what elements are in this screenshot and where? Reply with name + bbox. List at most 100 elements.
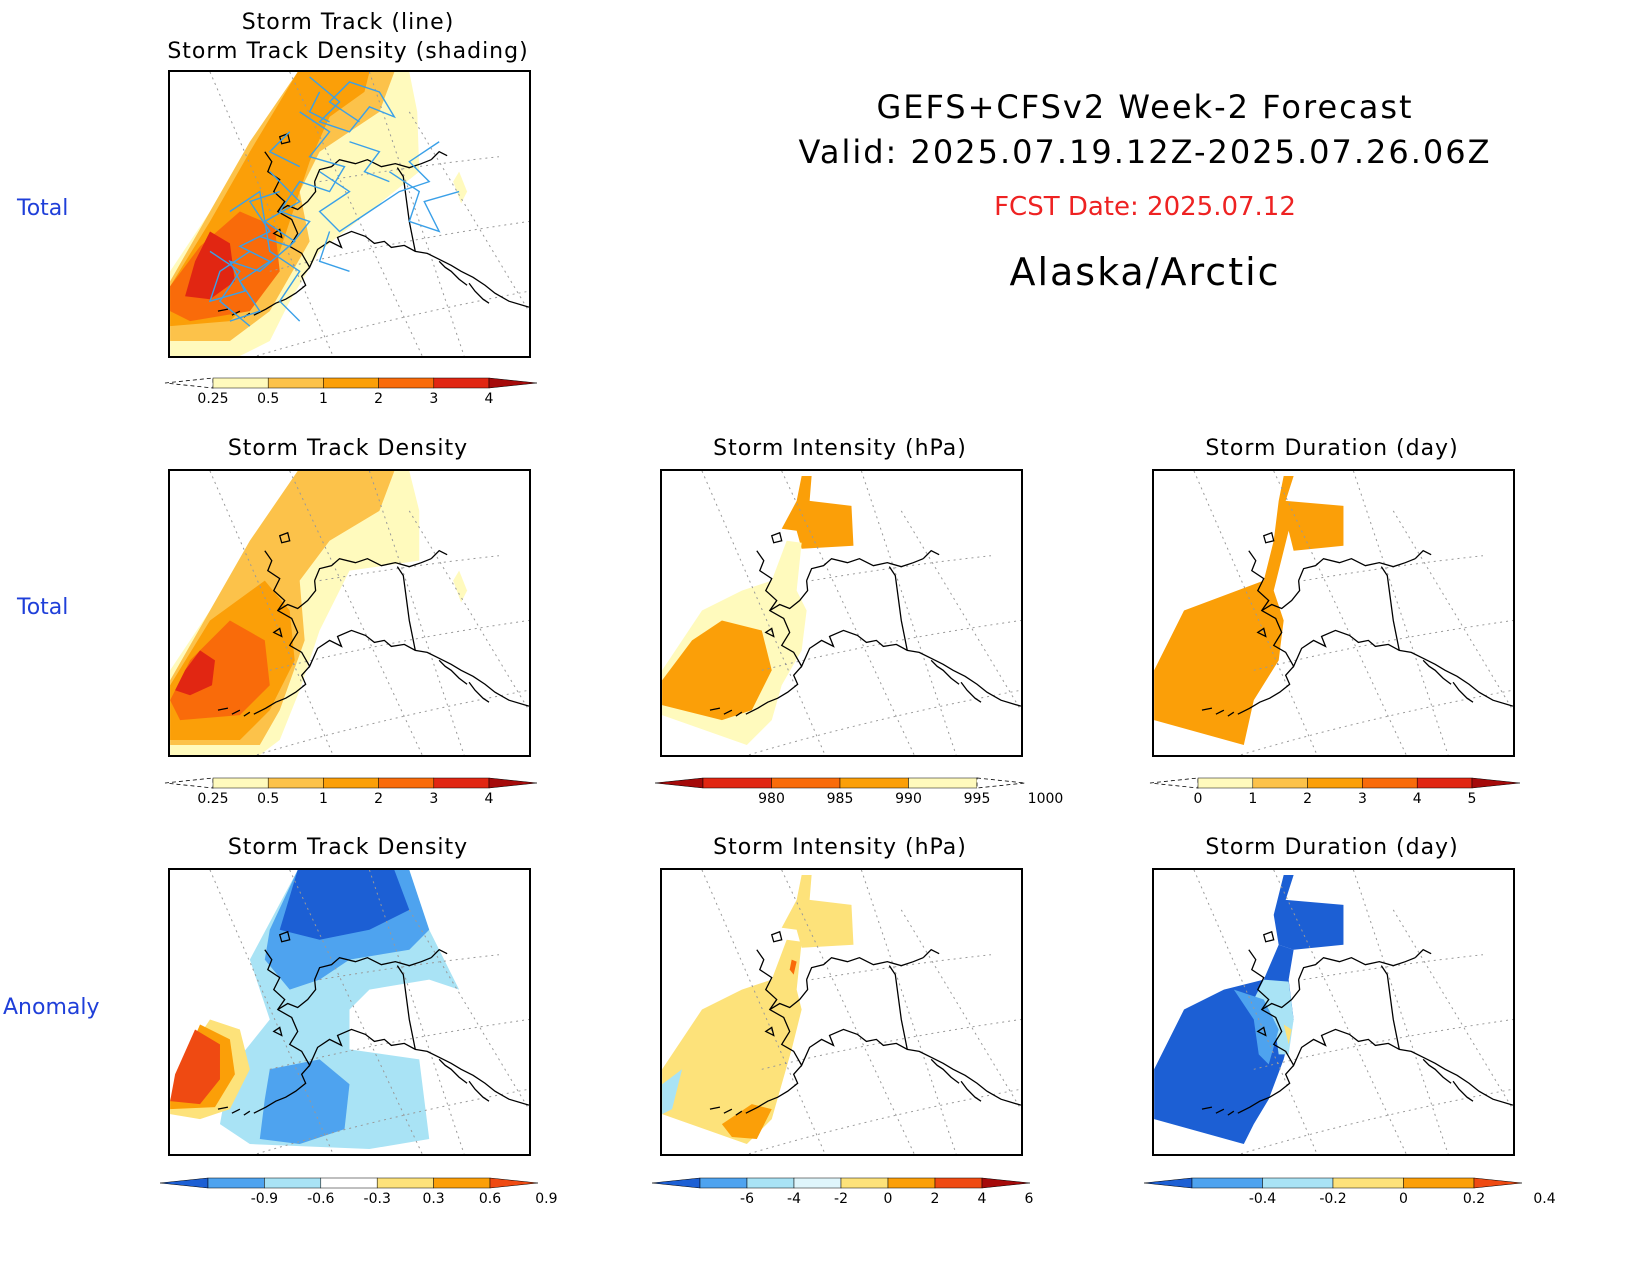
colorbar-low-triangle (164, 377, 214, 389)
map-panel-duration-total (1152, 469, 1515, 757)
colorbar-tick-label: 980 (758, 791, 785, 807)
colorbar-segment (323, 377, 379, 389)
colorbar-tick-label: 0.5 (257, 391, 279, 407)
colorbar-segment (1307, 777, 1363, 789)
colorbar-duration-anom: -0.4 -0.2 0 0.2 0.4 (1143, 1176, 1556, 1216)
density-total-title: Storm Track Density (227, 436, 469, 461)
colorbar-tick-label: -0.6 (307, 1191, 334, 1207)
colorbar-segment (264, 1177, 322, 1189)
top-panel-title-line1: Storm Track (line) (241, 10, 455, 35)
colorbar-segment (267, 777, 324, 789)
colorbar-tick-label: 6 (1025, 1191, 1034, 1207)
colorbar-segment (699, 1177, 748, 1189)
colorbar-segment (1332, 1177, 1404, 1189)
colorbar-svg: 0 1 2 3 4 5 (1149, 777, 1521, 807)
colorbar-segment (840, 1177, 889, 1189)
colorbar-low-triangle (1149, 777, 1199, 789)
colorbar-tick-label: 0 (884, 1191, 893, 1207)
colorbar-low-triangle (164, 777, 214, 789)
duration-anom-title: Storm Duration (day) (1205, 835, 1459, 860)
colorbar-tick-label: 3 (429, 391, 438, 407)
colorbar-tick-label: 0.4 (1533, 1191, 1555, 1207)
colorbar-tick-label: 1 (319, 791, 328, 807)
region-name: Alaska/Arctic (1009, 250, 1281, 294)
colorbar-tick-label: 990 (895, 791, 922, 807)
colorbar-tick-label: 0.3 (422, 1191, 444, 1207)
colorbar-segment (376, 1177, 434, 1189)
colorbar-high-triangle (488, 377, 538, 389)
colorbar-tick-label: 0.5 (257, 791, 279, 807)
colorbar-tick-label: 0.2 (1463, 1191, 1485, 1207)
colorbar-density-total: 0.25 0.5 1 2 3 4 (164, 776, 538, 816)
colorbar-tick-label: -4 (787, 1191, 801, 1207)
colorbar-segment (908, 777, 978, 789)
colorbar-segment (702, 777, 772, 789)
colorbar-segment (1197, 777, 1254, 789)
row-label-anomaly: Anomaly (3, 995, 100, 1020)
colorbar-segment (378, 377, 435, 389)
colorbar-segment (1416, 777, 1473, 789)
colorbar-segment (212, 777, 269, 789)
colorbar-segment (433, 377, 490, 389)
colorbar-tick-label: 1 (1248, 791, 1257, 807)
colorbar-segment (1252, 777, 1308, 789)
map-panel-intensity-anom (660, 868, 1023, 1156)
colorbar-tick-label: 3 (1358, 791, 1367, 807)
colorbar-segment (207, 1177, 265, 1189)
colorbar-tick-label: 2 (1303, 791, 1312, 807)
colorbar-high-triangle (488, 777, 538, 789)
colorbar-segment (793, 1177, 842, 1189)
colorbar-tick-label: 5 (1468, 791, 1477, 807)
colorbar-segment (839, 777, 909, 789)
colorbar-segment (323, 777, 379, 789)
colorbar-segment (746, 1177, 795, 1189)
colorbar-tick-label: 0 (1399, 1191, 1408, 1207)
top-panel-title-line2: Storm Track Density (shading) (167, 39, 529, 64)
colorbar-segment (1403, 1177, 1475, 1189)
colorbar-segment (267, 377, 324, 389)
colorbar-tick-label: -0.9 (251, 1191, 278, 1207)
colorbar-tick-label: -2 (834, 1191, 848, 1207)
colorbar-tick-label: 0.6 (479, 1191, 501, 1207)
colorbar-low-triangle (651, 1177, 701, 1189)
colorbar-high-triangle (981, 1177, 1031, 1189)
colorbar-segment (212, 377, 269, 389)
colorbar-tick-label: 4 (485, 391, 494, 407)
colorbar-tick-label: 4 (978, 1191, 987, 1207)
map-panel-storm-track (168, 70, 531, 358)
colorbar-svg: -6 -4 -2 0 2 4 6 (651, 1177, 1034, 1207)
colorbar-tick-label: 0.25 (197, 791, 228, 807)
colorbar-low-triangle (159, 1177, 209, 1189)
colorbar-high-triangle (489, 1177, 539, 1189)
map-panel-duration-anom (1152, 868, 1515, 1156)
row-label-total-2: Total (17, 595, 69, 620)
colorbar-segment (1362, 777, 1418, 789)
forecast-title: GEFS+CFSv2 Week-2 Forecast (876, 88, 1414, 126)
colorbar-svg: -0.4 -0.2 0 0.2 0.4 (1143, 1177, 1556, 1207)
colorbar-duration-total: 0 1 2 3 4 5 (1149, 776, 1521, 816)
colorbar-svg: 0.25 0.5 1 2 3 4 (164, 777, 538, 807)
colorbar-tick-label: 995 (964, 791, 991, 807)
colorbar-tick-label: 4 (1413, 791, 1422, 807)
colorbar-svg: 980 985 990 995 1000 (654, 777, 1063, 807)
colorbar-svg: -0.9 -0.6 -0.3 0.3 0.6 0.9 (159, 1177, 558, 1207)
colorbar-segment (1191, 1177, 1263, 1189)
colorbar-tick-label: 0.25 (197, 391, 228, 407)
colorbar-tick-label: 1 (319, 391, 328, 407)
colorbar-segment (320, 1177, 378, 1189)
colorbar-svg: 0.25 0.5 1 2 3 4 (164, 377, 538, 407)
colorbar-tick-label: -0.3 (364, 1191, 391, 1207)
colorbar-tick-label: -6 (740, 1191, 754, 1207)
colorbar-segment (934, 1177, 983, 1189)
map-panel-intensity-total (660, 469, 1023, 757)
map-panel-density-anom (168, 868, 531, 1156)
colorbar-tick-label: 3 (429, 791, 438, 807)
colorbar-low-triangle (654, 777, 704, 789)
duration-total-title: Storm Duration (day) (1205, 436, 1459, 461)
colorbar-tick-label: 2 (374, 391, 383, 407)
colorbar-tick-label: 985 (827, 791, 854, 807)
colorbar-intensity-total: 980 985 990 995 1000 (654, 776, 1063, 816)
row-label-total-1: Total (17, 196, 69, 221)
colorbar-density-anom: -0.9 -0.6 -0.3 0.3 0.6 0.9 (159, 1176, 558, 1216)
colorbar-density-top: 0.25 0.5 1 2 3 4 (164, 376, 538, 416)
